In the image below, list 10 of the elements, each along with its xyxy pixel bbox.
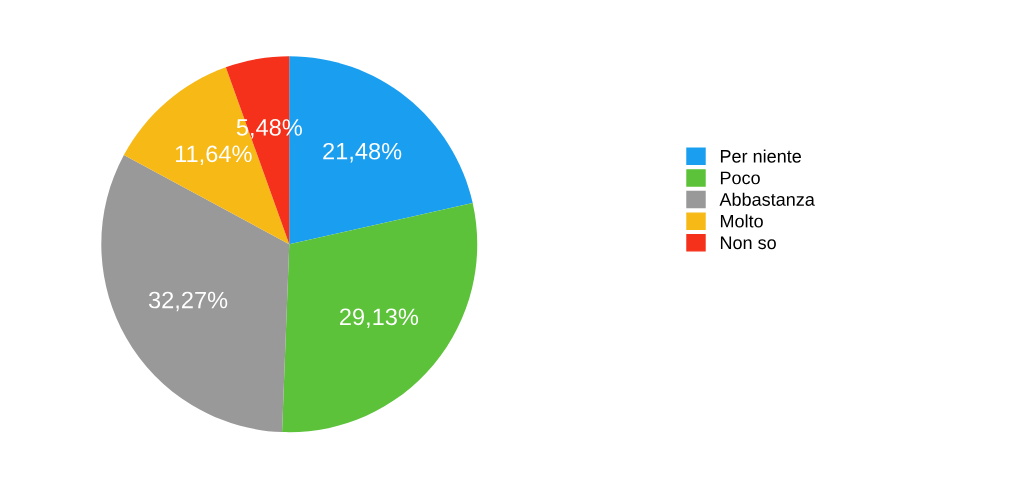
data-label: 29,13% (340, 308, 419, 328)
pie-slice (282, 203, 478, 433)
legend-label: Poco (720, 171, 760, 185)
legend-label: Non so (720, 236, 776, 250)
data-label: 32,27% (148, 291, 228, 312)
legend-label: Abbastanza (719, 192, 815, 206)
data-label: 11,64% (175, 145, 252, 165)
data-label: 21,48% (323, 142, 402, 163)
legend-label: Molto (720, 214, 763, 228)
legend-label: Per niente (720, 149, 801, 163)
